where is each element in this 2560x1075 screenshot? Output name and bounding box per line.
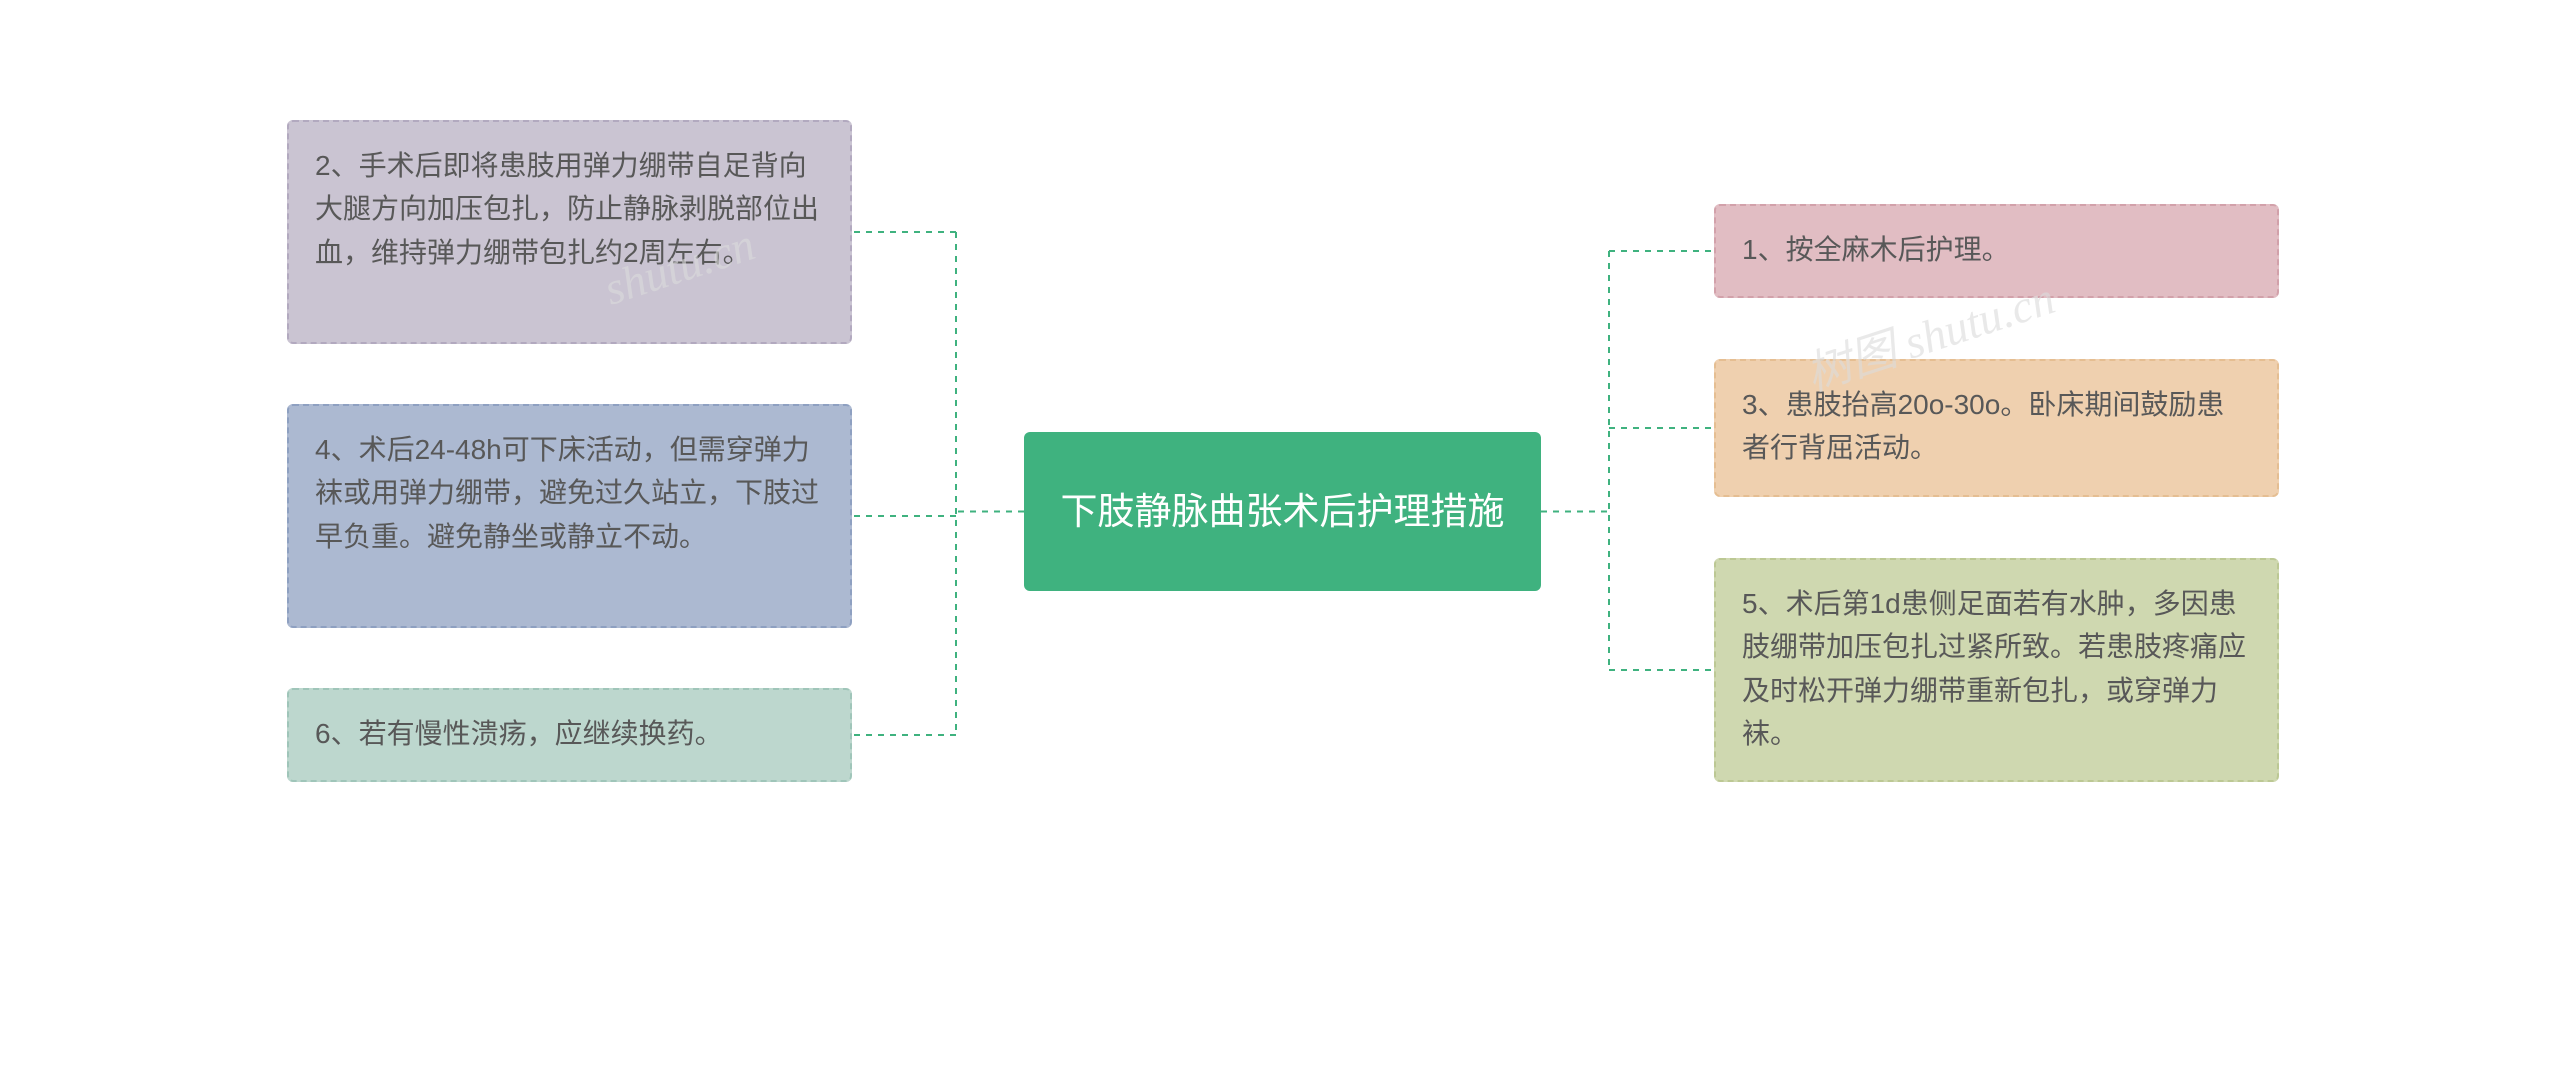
leaf-node-1[interactable]: 1、按全麻木后护理。 xyxy=(1714,204,2279,298)
leaf-node-3[interactable]: 3、患肢抬高20o-30o。卧床期间鼓励患者行背屈活动。 xyxy=(1714,359,2279,497)
leaf-node-4[interactable]: 4、术后24-48h可下床活动，但需穿弹力袜或用弹力绷带，避免过久站立，下肢过早… xyxy=(287,404,852,628)
leaf-node-2[interactable]: 2、手术后即将患肢用弹力绷带自足背向大腿方向加压包扎，防止静脉剥脱部位出血，维持… xyxy=(287,120,852,344)
leaf-node-5[interactable]: 5、术后第1d患侧足面若有水肿，多因患肢绷带加压包扎过紧所致。若患肢疼痛应及时松… xyxy=(1714,558,2279,782)
center-node[interactable]: 下肢静脉曲张术后护理措施 xyxy=(1024,432,1541,591)
mindmap-stage: 下肢静脉曲张术后护理措施 2、手术后即将患肢用弹力绷带自足背向大腿方向加压包扎，… xyxy=(0,0,2560,1075)
leaf-node-6[interactable]: 6、若有慢性溃疡，应继续换药。 xyxy=(287,688,852,782)
